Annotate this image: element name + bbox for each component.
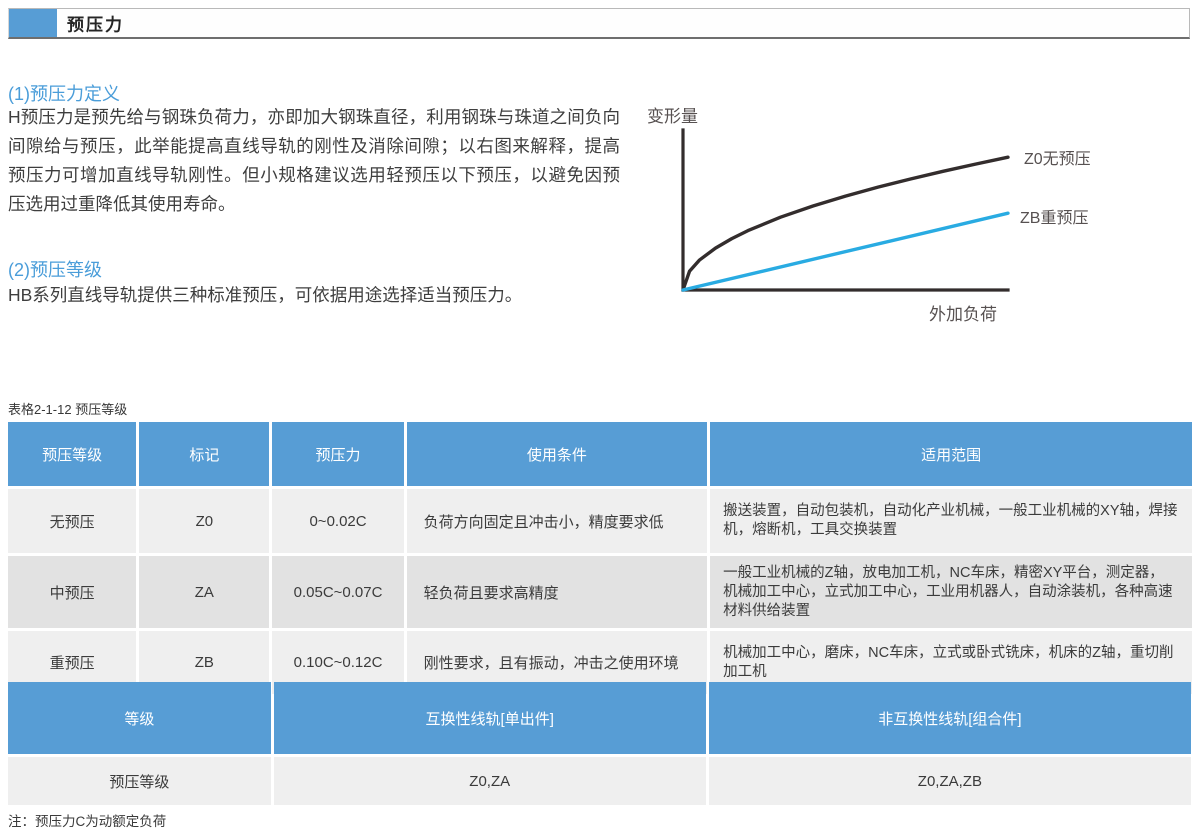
table-row: 无预压 Z0 0~0.02C 负荷方向固定且冲击小，精度要求低 搬送装置，自动包… [8,489,1192,553]
table-header-row: 预压等级 标记 预压力 使用条件 适用范围 [8,422,1192,486]
table-row: 中预压 ZA 0.05C~0.07C 轻负荷且要求高精度 一般工业机械的Z轴，放… [8,556,1192,628]
table-cell-scope: 一般工业机械的Z轴，放电加工机，NC车床，精密XY平台，测定器，机械加工中心，立… [710,556,1192,628]
column-header-grade: 预压等级 [8,422,137,486]
column-header-condition: 使用条件 [406,422,708,486]
table-cell-mark: Z0 [139,489,270,553]
section-1-body: H预压力是预先给与钢珠负荷力，亦即加大钢珠直径，利用钢珠与珠道之间负向间隙给与预… [8,107,620,214]
column-header-non-interchangeable: 非互换性线轨[组合件] [708,682,1191,754]
section-2-heading: (2)预压等级 [8,260,102,280]
table-caption: 表格2-1-12 预压等级 [8,402,128,417]
column-header-scope: 适用范围 [710,422,1192,486]
header-bar: 预压力 [8,8,1190,39]
chart-y-axis-label: 变形量 [647,107,698,126]
table-cell-scope: 搬送装置，自动包装机，自动化产业机械，一般工业机械的XY轴，焊接机，熔断机，工具… [710,489,1192,553]
interchangeability-table: 等级 互换性线轨[单出件] 非互换性线轨[组合件] 预压等级 Z0,ZA Z0,… [5,679,1194,808]
section-2-body: HB系列直线导轨提供三种标准预压，可依据用途选择适当预压力。 [8,285,523,305]
table-cell-grade-label: 预压等级 [8,757,271,805]
page-title: 预压力 [67,15,124,35]
column-header-interchangeable: 互换性线轨[单出件] [273,682,706,754]
table-header-row: 等级 互换性线轨[单出件] 非互换性线轨[组合件] [8,682,1191,754]
table-cell-condition: 负荷方向固定且冲击小，精度要求低 [406,489,708,553]
table-cell-interchangeable-grades: Z0,ZA [273,757,706,805]
chart-series-label-z0: Z0无预压 [1024,151,1091,168]
chart-series-line [681,155,1010,292]
footnote: 注：预压力C为动额定负荷 [8,814,167,829]
preload-grade-table: 预压等级 标记 预压力 使用条件 适用范围 无预压 Z0 0~0.02C 负荷方… [5,419,1195,697]
table-cell-non-interchangeable-grades: Z0,ZA,ZB [708,757,1191,805]
chart-axes [681,128,1010,292]
column-header-grade: 等级 [8,682,271,754]
table-cell-mark: ZA [139,556,270,628]
column-header-preload: 预压力 [272,422,404,486]
chart-series-label-zb: ZB重预压 [1020,210,1089,227]
header-accent-square [9,9,57,37]
table-cell-preload: 0~0.02C [272,489,404,553]
column-header-mark: 标记 [139,422,270,486]
table-cell-grade: 无预压 [8,489,137,553]
chart-plot-svg [681,128,1010,292]
table-cell-grade: 中预压 [8,556,137,628]
table-row: 预压等级 Z0,ZA Z0,ZA,ZB [8,757,1191,805]
deformation-load-chart: 变形量 Z0无预压 ZB重预压 外加负荷 [645,100,1165,338]
section-1-heading: (1)预压力定义 [8,84,120,104]
chart-x-axis-label: 外加负荷 [929,305,997,324]
table-cell-preload: 0.05C~0.07C [272,556,404,628]
table-cell-condition: 轻负荷且要求高精度 [406,556,708,628]
chart-series-line [681,211,1010,292]
